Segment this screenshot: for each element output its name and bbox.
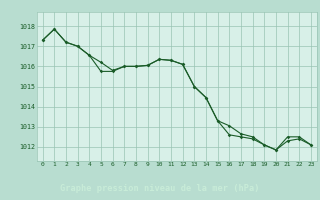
Text: Graphe pression niveau de la mer (hPa): Graphe pression niveau de la mer (hPa): [60, 184, 260, 193]
